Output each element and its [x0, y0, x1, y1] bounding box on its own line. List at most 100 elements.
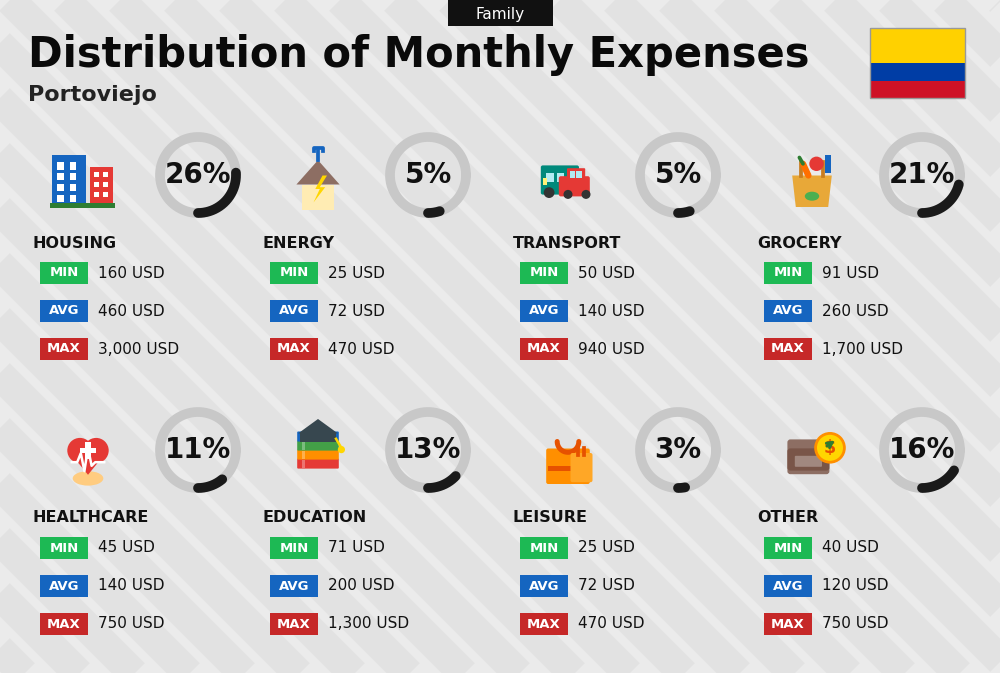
Text: AVG: AVG: [773, 579, 803, 592]
Bar: [302, 450, 304, 458]
Bar: [300, 433, 336, 442]
Text: 11%: 11%: [165, 436, 231, 464]
Text: 1,300 USD: 1,300 USD: [328, 616, 409, 631]
Text: MIN: MIN: [773, 542, 803, 555]
Text: 460 USD: 460 USD: [98, 304, 165, 318]
Bar: [870, 28, 965, 98]
FancyBboxPatch shape: [546, 448, 590, 484]
Bar: [448, 0, 552, 26]
Bar: [50, 203, 115, 209]
Bar: [557, 173, 564, 182]
Circle shape: [563, 187, 573, 198]
Bar: [870, 81, 965, 98]
Text: HOUSING: HOUSING: [33, 236, 117, 250]
Text: 750 USD: 750 USD: [98, 616, 164, 631]
Text: EDUCATION: EDUCATION: [263, 511, 367, 526]
Text: 470 USD: 470 USD: [328, 341, 394, 357]
Text: MIN: MIN: [529, 542, 559, 555]
FancyBboxPatch shape: [567, 168, 585, 181]
Bar: [94, 182, 99, 187]
Bar: [94, 192, 99, 197]
FancyBboxPatch shape: [570, 453, 592, 482]
Bar: [870, 63, 965, 81]
Text: 40 USD: 40 USD: [822, 540, 879, 555]
Text: OTHER: OTHER: [757, 511, 818, 526]
Bar: [570, 171, 575, 178]
FancyBboxPatch shape: [541, 166, 579, 194]
Text: 140 USD: 140 USD: [98, 579, 164, 594]
Text: MIN: MIN: [49, 542, 79, 555]
Text: 3,000 USD: 3,000 USD: [98, 341, 179, 357]
Bar: [40, 537, 88, 559]
Text: 71 USD: 71 USD: [328, 540, 385, 555]
Bar: [764, 262, 812, 284]
Text: 750 USD: 750 USD: [822, 616, 889, 631]
Text: 16%: 16%: [889, 436, 955, 464]
Bar: [302, 441, 304, 450]
Text: 940 USD: 940 USD: [578, 341, 645, 357]
Circle shape: [338, 446, 345, 453]
Text: MAX: MAX: [277, 618, 311, 631]
Polygon shape: [314, 176, 327, 203]
Bar: [520, 613, 568, 635]
Bar: [70, 162, 76, 170]
Bar: [576, 171, 582, 178]
Text: MIN: MIN: [773, 267, 803, 279]
Bar: [520, 338, 568, 360]
Bar: [548, 466, 588, 471]
Text: 25 USD: 25 USD: [578, 540, 635, 555]
Text: MIN: MIN: [279, 267, 309, 279]
Text: 120 USD: 120 USD: [822, 579, 889, 594]
Bar: [764, 613, 812, 635]
Bar: [57, 173, 64, 180]
FancyBboxPatch shape: [297, 458, 339, 468]
FancyBboxPatch shape: [795, 456, 822, 467]
Bar: [70, 173, 76, 180]
Bar: [302, 460, 304, 468]
Bar: [870, 28, 965, 63]
Text: 5%: 5%: [404, 161, 452, 189]
Text: Portoviejo: Portoviejo: [28, 85, 157, 105]
Text: 140 USD: 140 USD: [578, 304, 644, 318]
Text: AVG: AVG: [49, 579, 79, 592]
Bar: [103, 172, 108, 177]
Bar: [103, 182, 108, 187]
Bar: [103, 192, 108, 197]
Circle shape: [564, 190, 572, 199]
Text: 21%: 21%: [889, 161, 955, 189]
FancyBboxPatch shape: [297, 431, 339, 441]
Bar: [270, 575, 318, 597]
Text: Family: Family: [475, 7, 525, 22]
Bar: [40, 300, 88, 322]
Bar: [270, 338, 318, 360]
Circle shape: [809, 157, 824, 171]
Bar: [80, 448, 96, 453]
Text: MAX: MAX: [771, 618, 805, 631]
Bar: [90, 166, 113, 203]
Bar: [270, 613, 318, 635]
Polygon shape: [298, 419, 338, 433]
Text: 1,700 USD: 1,700 USD: [822, 341, 903, 357]
Text: Distribution of Monthly Expenses: Distribution of Monthly Expenses: [28, 34, 810, 76]
FancyBboxPatch shape: [297, 450, 339, 460]
Bar: [568, 173, 575, 182]
Bar: [70, 184, 76, 191]
Bar: [764, 537, 812, 559]
Bar: [57, 195, 64, 202]
Text: GROCERY: GROCERY: [757, 236, 842, 250]
Text: AVG: AVG: [279, 304, 309, 318]
Text: 160 USD: 160 USD: [98, 266, 165, 281]
Bar: [57, 184, 64, 191]
Bar: [764, 575, 812, 597]
Ellipse shape: [73, 471, 103, 486]
Text: AVG: AVG: [49, 304, 79, 318]
Text: 200 USD: 200 USD: [328, 579, 394, 594]
Bar: [40, 575, 88, 597]
Text: 260 USD: 260 USD: [822, 304, 889, 318]
Text: MAX: MAX: [47, 618, 81, 631]
Circle shape: [544, 187, 554, 198]
Text: 45 USD: 45 USD: [98, 540, 155, 555]
FancyBboxPatch shape: [559, 176, 590, 197]
Bar: [302, 184, 334, 210]
Text: 72 USD: 72 USD: [328, 304, 385, 318]
